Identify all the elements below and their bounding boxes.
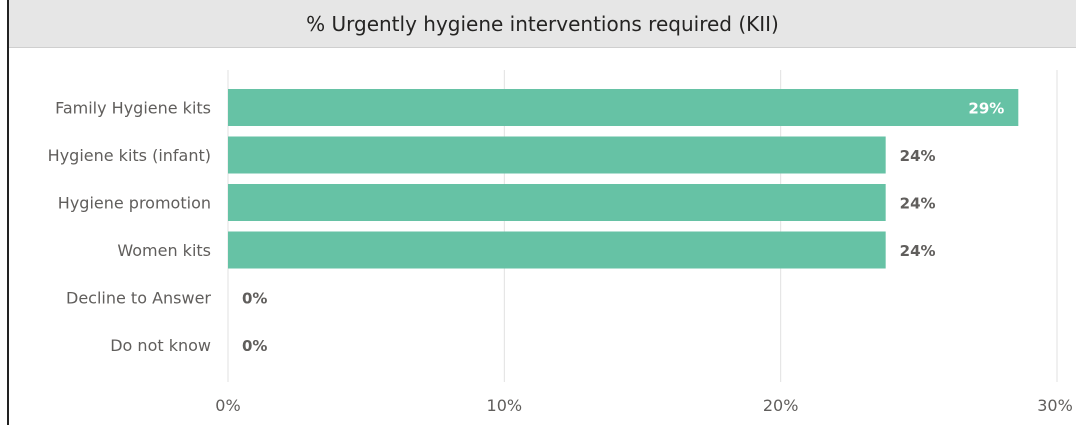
category-label: Women kits xyxy=(117,241,211,260)
x-tick-label: 30% xyxy=(1037,396,1073,415)
x-tick-label: 20% xyxy=(763,396,799,415)
chart-frame: % Urgently hygiene interventions require… xyxy=(7,0,1076,425)
category-label: Do not know xyxy=(110,336,211,355)
data-label: 29% xyxy=(968,100,1004,118)
category-label: Hygiene kits (infant) xyxy=(48,146,211,165)
category-label: Family Hygiene kits xyxy=(55,99,211,118)
category-label: Decline to Answer xyxy=(66,289,211,308)
bar xyxy=(228,184,886,221)
data-label: 24% xyxy=(900,242,936,260)
data-label: 24% xyxy=(900,147,936,165)
data-label: 0% xyxy=(242,290,267,308)
chart-title: % Urgently hygiene interventions require… xyxy=(9,0,1076,48)
data-label: 0% xyxy=(242,337,267,355)
bar xyxy=(228,231,886,269)
bar xyxy=(228,136,886,174)
x-tick-label: 10% xyxy=(487,396,523,415)
category-label: Hygiene promotion xyxy=(58,194,211,213)
data-label: 24% xyxy=(900,195,936,213)
bar xyxy=(228,89,1019,126)
x-tick-label: 0% xyxy=(215,396,240,415)
